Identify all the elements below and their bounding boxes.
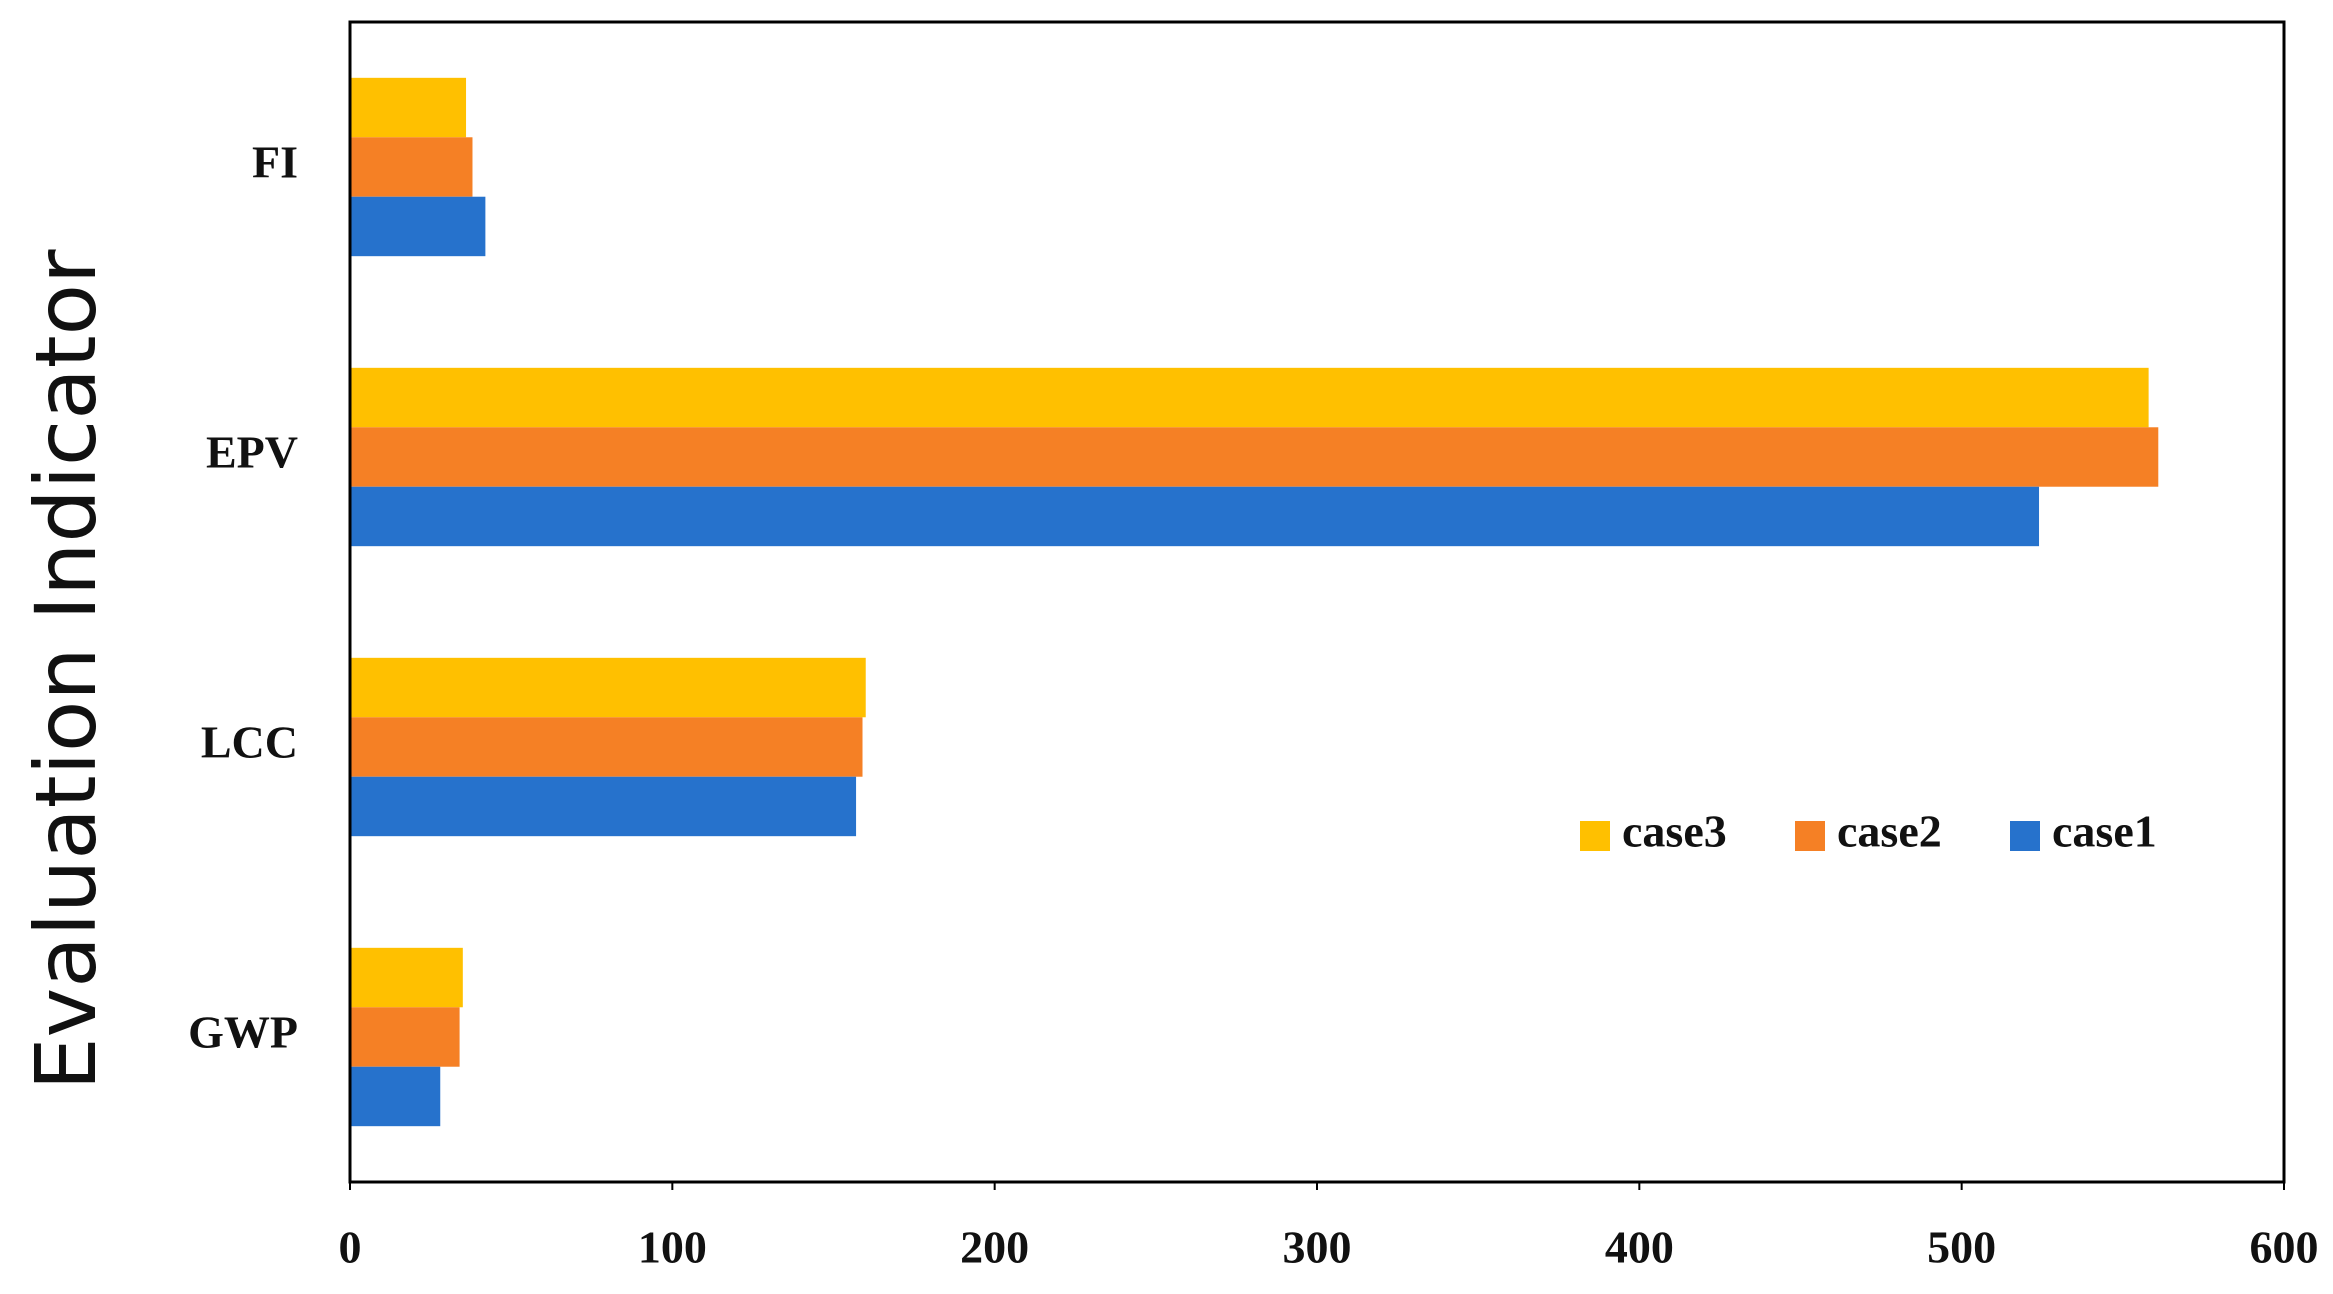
legend-swatch (1580, 821, 1610, 851)
x-tick-label: 100 (638, 1222, 707, 1273)
legend-label: case1 (2052, 806, 2157, 857)
bar (350, 1066, 441, 1127)
bar (350, 427, 2159, 487)
bar (350, 657, 866, 718)
y-tick-label: FI (252, 137, 298, 188)
bar (350, 947, 463, 1008)
y-tick-label: GWP (188, 1007, 298, 1058)
bar (350, 196, 486, 257)
legend-label: case3 (1622, 806, 1727, 857)
y-tick-label: LCC (201, 717, 298, 768)
x-tick-label: 300 (1283, 1222, 1352, 1273)
x-tick-label: 500 (1927, 1222, 1996, 1273)
y-axis-label: Evaluation Indicator (17, 249, 115, 1091)
y-tick-label: EPV (206, 427, 298, 478)
bar (350, 367, 2149, 428)
x-tick-label: 400 (1605, 1222, 1674, 1273)
legend-swatch (2010, 821, 2040, 851)
bar (350, 137, 473, 197)
bar (350, 776, 857, 837)
plot-frame (348, 20, 2286, 1184)
x-tick-label: 200 (960, 1222, 1029, 1273)
x-tick-label: 0 (339, 1222, 362, 1273)
bar (350, 77, 467, 138)
bar (350, 717, 863, 777)
legend-swatch (1795, 821, 1825, 851)
legend-label: case2 (1837, 806, 1942, 857)
bar (350, 486, 2040, 547)
bar (350, 1007, 460, 1067)
x-tick-label: 600 (2250, 1222, 2319, 1273)
